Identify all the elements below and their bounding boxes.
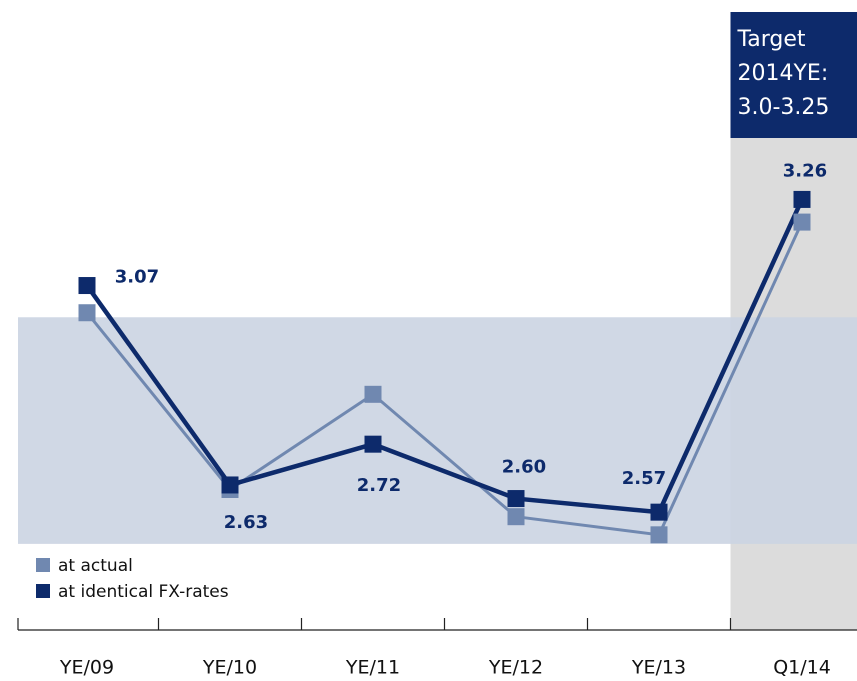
marker <box>793 213 811 231</box>
value-label: 3.07 <box>115 267 159 288</box>
marker <box>221 476 239 494</box>
series-line <box>85 221 804 537</box>
marker <box>507 490 525 508</box>
legend-label: at identical FX-rates <box>58 582 229 602</box>
annotation-text: 3.0-3.25 <box>738 95 830 120</box>
x-tick-label: YE/11 <box>345 657 400 679</box>
marker <box>364 385 382 403</box>
marker <box>650 503 668 521</box>
annotation-text: 2014YE: <box>738 61 829 86</box>
series-line <box>85 198 805 515</box>
marker <box>793 190 811 208</box>
value-label: 2.57 <box>622 468 666 489</box>
x-tick-label: YE/13 <box>631 657 686 679</box>
annotation-text: Target <box>737 27 806 52</box>
marker <box>507 508 525 526</box>
x-tick-label: Q1/14 <box>773 657 831 679</box>
value-label: 2.63 <box>224 512 268 533</box>
value-label: 2.72 <box>357 475 401 496</box>
marker <box>364 435 382 453</box>
value-label: 2.60 <box>502 457 546 478</box>
target-band <box>18 317 857 544</box>
legend-swatch <box>36 558 50 572</box>
marker <box>78 277 96 295</box>
legend-label: at actual <box>58 556 133 576</box>
x-tick-label: YE/12 <box>488 657 543 679</box>
x-tick-label: YE/10 <box>202 657 257 679</box>
marker <box>650 526 668 544</box>
value-label: 3.26 <box>783 160 827 181</box>
legend-swatch <box>36 584 50 598</box>
x-tick-label: YE/09 <box>59 657 114 679</box>
marker <box>78 304 96 322</box>
annotation-box <box>730 12 857 138</box>
